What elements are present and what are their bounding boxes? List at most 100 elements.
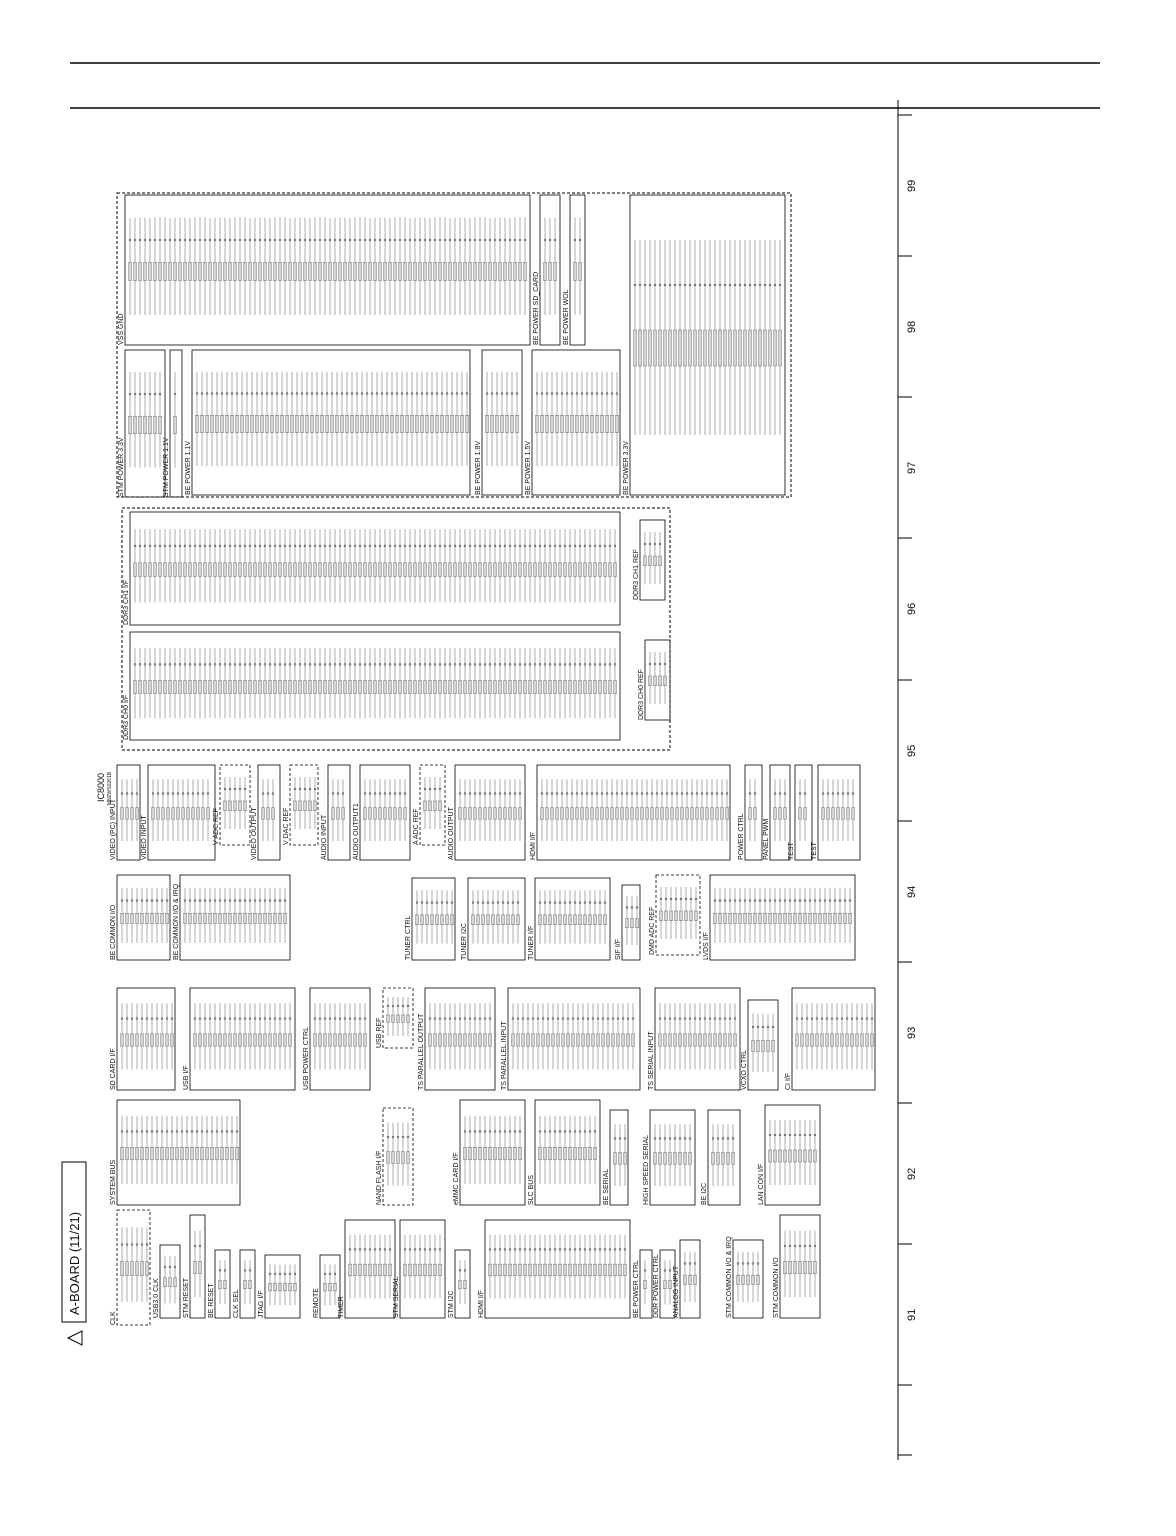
pin-node: [458, 544, 462, 548]
pin-node: [478, 792, 482, 795]
pin-node: [186, 792, 190, 795]
pin-cell: [553, 1263, 557, 1277]
pin-node: [583, 1130, 587, 1133]
pin-node: [343, 663, 347, 666]
pin-cell: [738, 329, 742, 367]
pin-cell: [198, 1261, 202, 1274]
pin-node: [148, 663, 152, 666]
pin-node: [345, 392, 349, 395]
pin-cell: [840, 1033, 844, 1047]
block-label: HDMI I/F: [530, 832, 537, 860]
block-frame: [534, 1099, 601, 1206]
pin-cell: [223, 1033, 227, 1047]
pin-cell: [670, 807, 674, 820]
pin-node: [433, 1248, 437, 1251]
pin-node: [388, 792, 392, 795]
pin-node: [240, 392, 244, 395]
pin-cell: [753, 329, 757, 367]
pin-cell: [168, 680, 172, 694]
pin-cell: [688, 329, 692, 367]
block-label: AUDIO OUTPUT: [448, 806, 455, 860]
pin-cell: [783, 913, 787, 924]
pin-cell: [405, 415, 409, 433]
pin-node: [728, 899, 732, 902]
pin-cell: [288, 562, 292, 577]
pin-node: [430, 901, 434, 904]
pin-node: [718, 899, 722, 902]
pin-node: [423, 787, 427, 791]
pin-cell: [420, 415, 424, 433]
pin-node: [823, 899, 827, 902]
pin-cell: [348, 262, 352, 281]
pin-node: [120, 899, 124, 902]
pin-cell: [253, 913, 257, 924]
pin-node: [158, 663, 162, 666]
pin-cell: [158, 262, 162, 281]
pin-cell: [213, 1033, 217, 1047]
pin-cell: [145, 1261, 149, 1276]
pin-node: [665, 792, 669, 795]
pin-node: [605, 792, 609, 795]
pin-cell: [140, 1147, 144, 1161]
pin-node: [368, 792, 372, 795]
pin-cell: [638, 329, 642, 367]
pin-cell: [663, 1152, 667, 1165]
pin-cell: [673, 329, 677, 367]
pin-node: [428, 1017, 432, 1020]
pin-cell: [583, 1147, 587, 1161]
pin-cell: [798, 1149, 802, 1163]
pin-cell: [386, 1151, 390, 1164]
pin-cell: [720, 807, 724, 820]
pin-node: [253, 238, 257, 242]
block-frame: [779, 1214, 821, 1319]
block-frame: [454, 764, 526, 861]
block-label: STM COMMON I/O: [773, 1257, 780, 1318]
pin-node: [653, 542, 657, 546]
pin-cell: [560, 807, 564, 820]
pin-cell: [148, 562, 152, 577]
pin-node: [300, 392, 304, 395]
pin-cell: [343, 680, 347, 694]
pin-cell: [288, 262, 292, 281]
pin-cell: [723, 913, 727, 924]
pin-node: [198, 1244, 202, 1248]
pin-node: [343, 1017, 347, 1020]
pin-node: [485, 392, 489, 395]
pin-cell: [358, 680, 362, 694]
pin-cell: [328, 562, 332, 577]
pin-node: [615, 792, 619, 795]
pin-cell: [618, 1152, 622, 1165]
pin-node: [788, 899, 792, 902]
pin-node: [208, 544, 212, 548]
pin-cell: [130, 1147, 134, 1161]
pin-cell: [243, 1280, 247, 1289]
pin-node: [273, 1272, 277, 1276]
pin-node: [268, 663, 272, 666]
pin-cell: [448, 262, 452, 281]
pin-node: [263, 1017, 267, 1020]
pin-node: [143, 238, 147, 242]
pin-cell: [583, 1263, 587, 1277]
pin-node: [130, 1243, 134, 1246]
pin-cell: [223, 562, 227, 577]
pin-node: [205, 392, 209, 395]
power-group: [116, 192, 792, 498]
pin-node: [668, 283, 672, 287]
pin-cell: [430, 914, 434, 925]
pin-node: [683, 1017, 687, 1020]
pin-cell: [193, 913, 197, 924]
pin-cell: [468, 680, 472, 694]
pin-cell: [713, 329, 717, 367]
pin-node: [598, 544, 602, 548]
pin-node: [318, 663, 322, 666]
pin-cell: [643, 329, 647, 367]
pin-node: [203, 544, 207, 548]
pin-node: [543, 663, 547, 666]
pin-node: [273, 899, 277, 902]
pin-cell: [390, 415, 394, 433]
pin-cell: [733, 329, 737, 367]
pin-node: [440, 392, 444, 395]
pin-cell: [193, 1261, 197, 1274]
pin-cell: [575, 415, 579, 433]
pin-node: [313, 544, 317, 548]
